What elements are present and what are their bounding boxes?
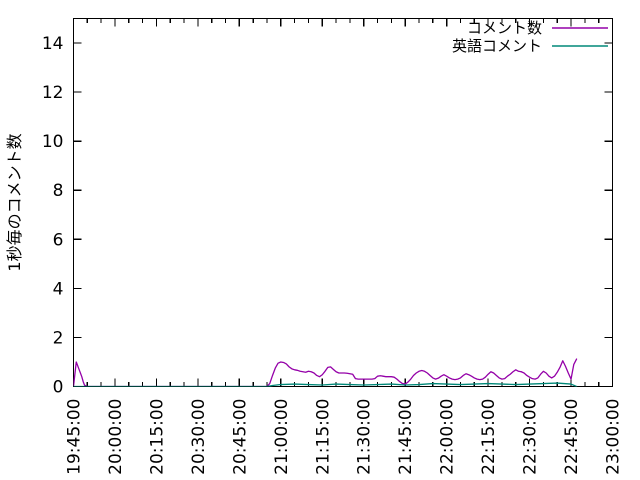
x-tick-label: 22:15:00 <box>479 399 499 475</box>
x-tick-label: 20:15:00 <box>147 399 167 475</box>
legend-label: 英語コメント <box>452 37 542 55</box>
series-line <box>73 382 578 387</box>
x-tick-label: 22:00:00 <box>438 399 458 475</box>
series-line <box>73 361 522 387</box>
x-tick-label: 22:45:00 <box>562 399 582 475</box>
y-axis-ticks <box>73 42 613 388</box>
y-axis-title: 1秒毎のコメント数 <box>5 133 24 271</box>
y-tick-label: 14 <box>42 34 64 54</box>
y-axis-tick-labels: 0 2 4 6 8 10 12 14 <box>42 34 64 397</box>
legend-label: コメント数 <box>467 19 542 37</box>
x-tick-label: 21:45:00 <box>396 399 416 475</box>
plot-frame <box>72 17 614 388</box>
y-tick-label: 6 <box>53 230 64 250</box>
y-axis-title-text: 1秒毎のコメント数 <box>5 133 24 271</box>
y-tick-label: 4 <box>53 279 64 299</box>
x-tick-label: 22:30:00 <box>521 399 541 475</box>
x-tick-label: 21:00:00 <box>272 399 292 475</box>
x-tick-label: 23:00:00 <box>604 399 624 475</box>
x-tick-label: 21:30:00 <box>355 399 375 475</box>
x-tick-label: 20:00:00 <box>106 399 126 475</box>
x-axis-tick-labels: 19:45:00 20:00:00 20:15:00 20:30:00 20:45:00… <box>65 399 624 475</box>
x-tick-label: 20:45:00 <box>230 399 250 475</box>
series-line <box>520 358 578 380</box>
y-tick-label: 0 <box>53 378 64 398</box>
y-tick-label: 10 <box>42 132 64 152</box>
y-tick-label: 12 <box>42 83 64 103</box>
x-tick-label: 19:45:00 <box>65 399 85 475</box>
y-tick-label: 8 <box>53 181 64 201</box>
x-axis-ticks <box>72 18 614 387</box>
x-tick-label: 20:30:00 <box>189 399 209 475</box>
data-series-group <box>73 358 578 387</box>
x-tick-label: 21:15:00 <box>313 399 333 475</box>
y-tick-label: 2 <box>53 328 64 348</box>
